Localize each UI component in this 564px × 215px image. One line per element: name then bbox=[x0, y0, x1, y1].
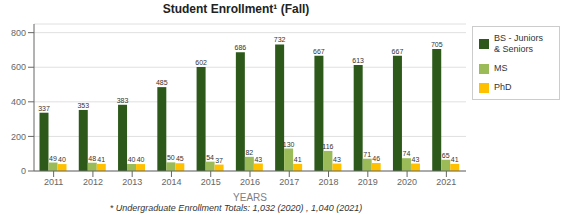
svg-text:37: 37 bbox=[215, 157, 223, 164]
svg-text:2018: 2018 bbox=[319, 177, 339, 187]
svg-text:613: 613 bbox=[352, 57, 364, 64]
svg-text:41: 41 bbox=[97, 156, 105, 163]
svg-text:2016: 2016 bbox=[240, 177, 260, 187]
svg-text:74: 74 bbox=[403, 150, 411, 157]
svg-text:337: 337 bbox=[38, 105, 50, 112]
svg-text:46: 46 bbox=[372, 155, 380, 162]
svg-text:2013: 2013 bbox=[122, 177, 142, 187]
svg-text:50: 50 bbox=[167, 154, 175, 161]
html-text:Student Enrollment¹ (Fall): Student Enrollment¹ (Fall) bbox=[162, 2, 310, 16]
svg-text:383: 383 bbox=[117, 97, 129, 104]
svg-text:40: 40 bbox=[58, 156, 66, 163]
svg-text:41: 41 bbox=[294, 156, 302, 163]
svg-text:705: 705 bbox=[431, 41, 443, 48]
svg-text:41: 41 bbox=[451, 156, 459, 163]
svg-text:600: 600 bbox=[11, 62, 26, 72]
svg-text:43: 43 bbox=[333, 156, 341, 163]
svg-text:732: 732 bbox=[274, 36, 286, 43]
svg-text:71: 71 bbox=[363, 151, 371, 158]
svg-text:54: 54 bbox=[206, 154, 214, 161]
svg-text:485: 485 bbox=[156, 79, 168, 86]
svg-text:YEARS: YEARS bbox=[233, 192, 267, 201]
svg-text:200: 200 bbox=[11, 132, 26, 142]
html-text:MS: MS bbox=[494, 63, 508, 73]
svg-text:43: 43 bbox=[412, 156, 420, 163]
svg-text:667: 667 bbox=[313, 48, 325, 55]
svg-text:2017: 2017 bbox=[279, 177, 299, 187]
html-text:* Undergraduate Enrollment Tot: * Undergraduate Enrollment Totals: 1,032… bbox=[109, 203, 363, 213]
svg-text:116: 116 bbox=[322, 143, 333, 150]
svg-text:49: 49 bbox=[49, 155, 57, 162]
svg-text:82: 82 bbox=[245, 149, 253, 156]
svg-text:800: 800 bbox=[11, 28, 26, 38]
html-text:BS - Juniors: BS - Juniors bbox=[494, 33, 543, 43]
html-text:& Seniors: & Seniors bbox=[494, 44, 533, 54]
svg-text:667: 667 bbox=[392, 48, 404, 55]
svg-text:353: 353 bbox=[77, 102, 89, 109]
svg-text:65: 65 bbox=[442, 152, 450, 159]
svg-text:45: 45 bbox=[176, 155, 184, 162]
svg-text:40: 40 bbox=[137, 156, 145, 163]
svg-text:2011: 2011 bbox=[44, 177, 63, 187]
svg-text:40: 40 bbox=[128, 156, 136, 163]
svg-text:602: 602 bbox=[195, 59, 207, 66]
svg-text:48: 48 bbox=[88, 155, 96, 162]
svg-text:2012: 2012 bbox=[83, 177, 103, 187]
html-text:PhD: PhD bbox=[494, 82, 512, 92]
svg-text:0: 0 bbox=[21, 166, 26, 176]
svg-text:2021: 2021 bbox=[436, 177, 456, 187]
svg-text:130: 130 bbox=[283, 141, 295, 148]
svg-text:43: 43 bbox=[254, 156, 262, 163]
svg-text:2015: 2015 bbox=[201, 177, 221, 187]
svg-text:686: 686 bbox=[235, 44, 247, 51]
svg-text:2020: 2020 bbox=[397, 177, 417, 187]
svg-text:2019: 2019 bbox=[358, 177, 378, 187]
svg-text:2014: 2014 bbox=[161, 177, 181, 187]
svg-text:400: 400 bbox=[11, 97, 26, 107]
